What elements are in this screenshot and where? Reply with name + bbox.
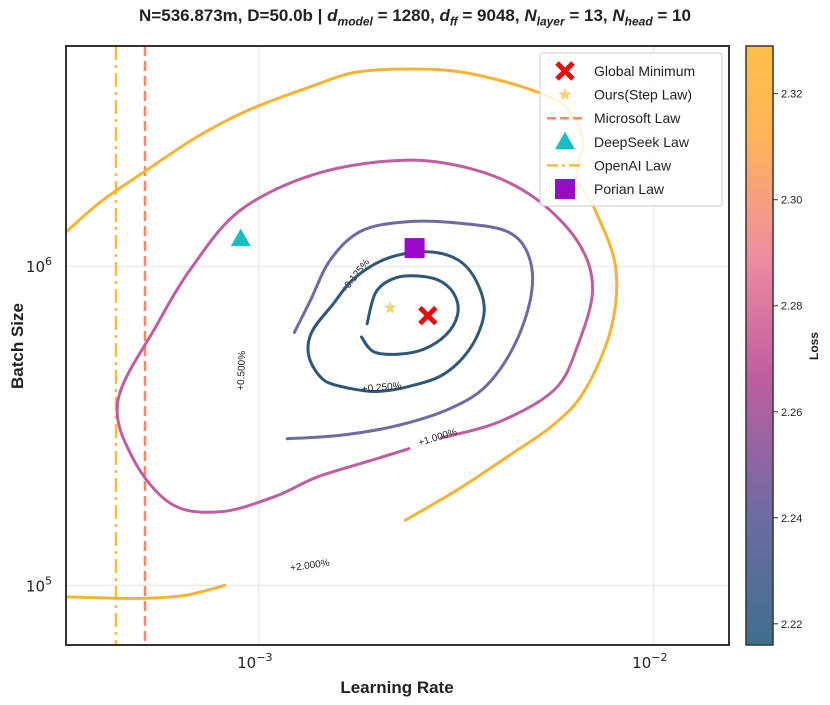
- global-minimum-marker: [418, 305, 438, 326]
- contour-line: [306, 250, 486, 394]
- title-nhead-symbol: N: [612, 6, 625, 25]
- contour-line: [285, 219, 535, 441]
- legend-deepseek-law-label: DeepSeek Law: [594, 134, 690, 150]
- legend-ours-step-law-symbol: [558, 87, 572, 101]
- colorbar-tick-label: 2.26: [781, 407, 802, 419]
- title-dff-value: = 9048,: [457, 6, 525, 25]
- legend-ours-step-law-label: Ours(Step Law): [594, 87, 692, 103]
- colorbar-tick-label: 2.22: [781, 619, 802, 631]
- colorbar-label: Loss: [807, 332, 821, 360]
- legend-porian-law-label: Porian Law: [594, 181, 665, 197]
- title-dmodel-subscript: model: [337, 14, 373, 29]
- title-nlayer-value: = 13,: [564, 6, 613, 25]
- colorbar-tick-label: 2.32: [781, 89, 802, 101]
- legend: Global Minimum Ours(Step Law) Microsoft La…: [539, 52, 723, 207]
- plot-frame: [65, 45, 730, 646]
- title-prefix: N=536.873m, D=50.0b |: [139, 6, 328, 25]
- title-dmodel-value: = 1280,: [372, 6, 440, 25]
- colorbar-tick-label: 2.30: [781, 195, 802, 207]
- title-dmodel-symbol: d: [327, 6, 338, 25]
- legend-microsoft-law-label: Microsoft Law: [594, 110, 681, 126]
- x-axis-label: Learning Rate: [340, 678, 453, 697]
- colorbar: [745, 45, 774, 646]
- y-tick-label: 105: [26, 574, 52, 595]
- title-dff-symbol: d: [439, 6, 450, 25]
- y-axis-label: Batch Size: [8, 303, 27, 389]
- deepseek-law-marker: [230, 228, 251, 247]
- legend-porian-law-symbol: [555, 179, 575, 199]
- legend-deepseek-law-symbol: [555, 131, 575, 150]
- contour-line: [360, 274, 460, 356]
- colorbar-tick-label: 2.24: [781, 513, 802, 525]
- x-tick-label: 10−2: [632, 651, 667, 672]
- axis-ticks: 10−3 10−2 105 106: [26, 255, 668, 672]
- chart-title: N=536.873m, D=50.0b | dmodel = 1280, dff…: [0, 6, 830, 28]
- contour-line: [66, 583, 227, 600]
- plot-area: +0.125%+0.250%+0.500%+1.000%+2.000%: [66, 46, 619, 645]
- contour-label: +1.000%: [417, 427, 458, 449]
- x-tick-label: 10−3: [237, 651, 272, 672]
- colorbar-tick-label: 2.28: [781, 301, 802, 313]
- contour-label: +2.000%: [289, 558, 330, 574]
- ours-step-law-marker: [383, 301, 397, 314]
- legend-global-minimum-label: Global Minimum: [594, 63, 695, 79]
- legend-openai-law-label: OpenAI Law: [594, 157, 672, 173]
- title-nlayer-symbol: N: [524, 6, 537, 25]
- y-tick-label: 106: [26, 255, 52, 276]
- legend-global-minimum-symbol: [555, 61, 575, 81]
- title-nlayer-subscript: layer: [536, 14, 565, 29]
- colorbar-ticks: 2.22 2.24 2.26 2.28 2.30 2.32: [773, 89, 802, 631]
- contour-line: [115, 158, 595, 514]
- title-nhead-subscript: head: [624, 14, 653, 29]
- legend-box: [539, 52, 723, 207]
- contour-label: +0.500%: [236, 351, 248, 391]
- title-nhead-value: = 10: [652, 6, 691, 25]
- title-dff-subscript: ff: [449, 14, 458, 29]
- porian-law-marker: [404, 238, 425, 259]
- contour-label: +0.250%: [361, 381, 402, 395]
